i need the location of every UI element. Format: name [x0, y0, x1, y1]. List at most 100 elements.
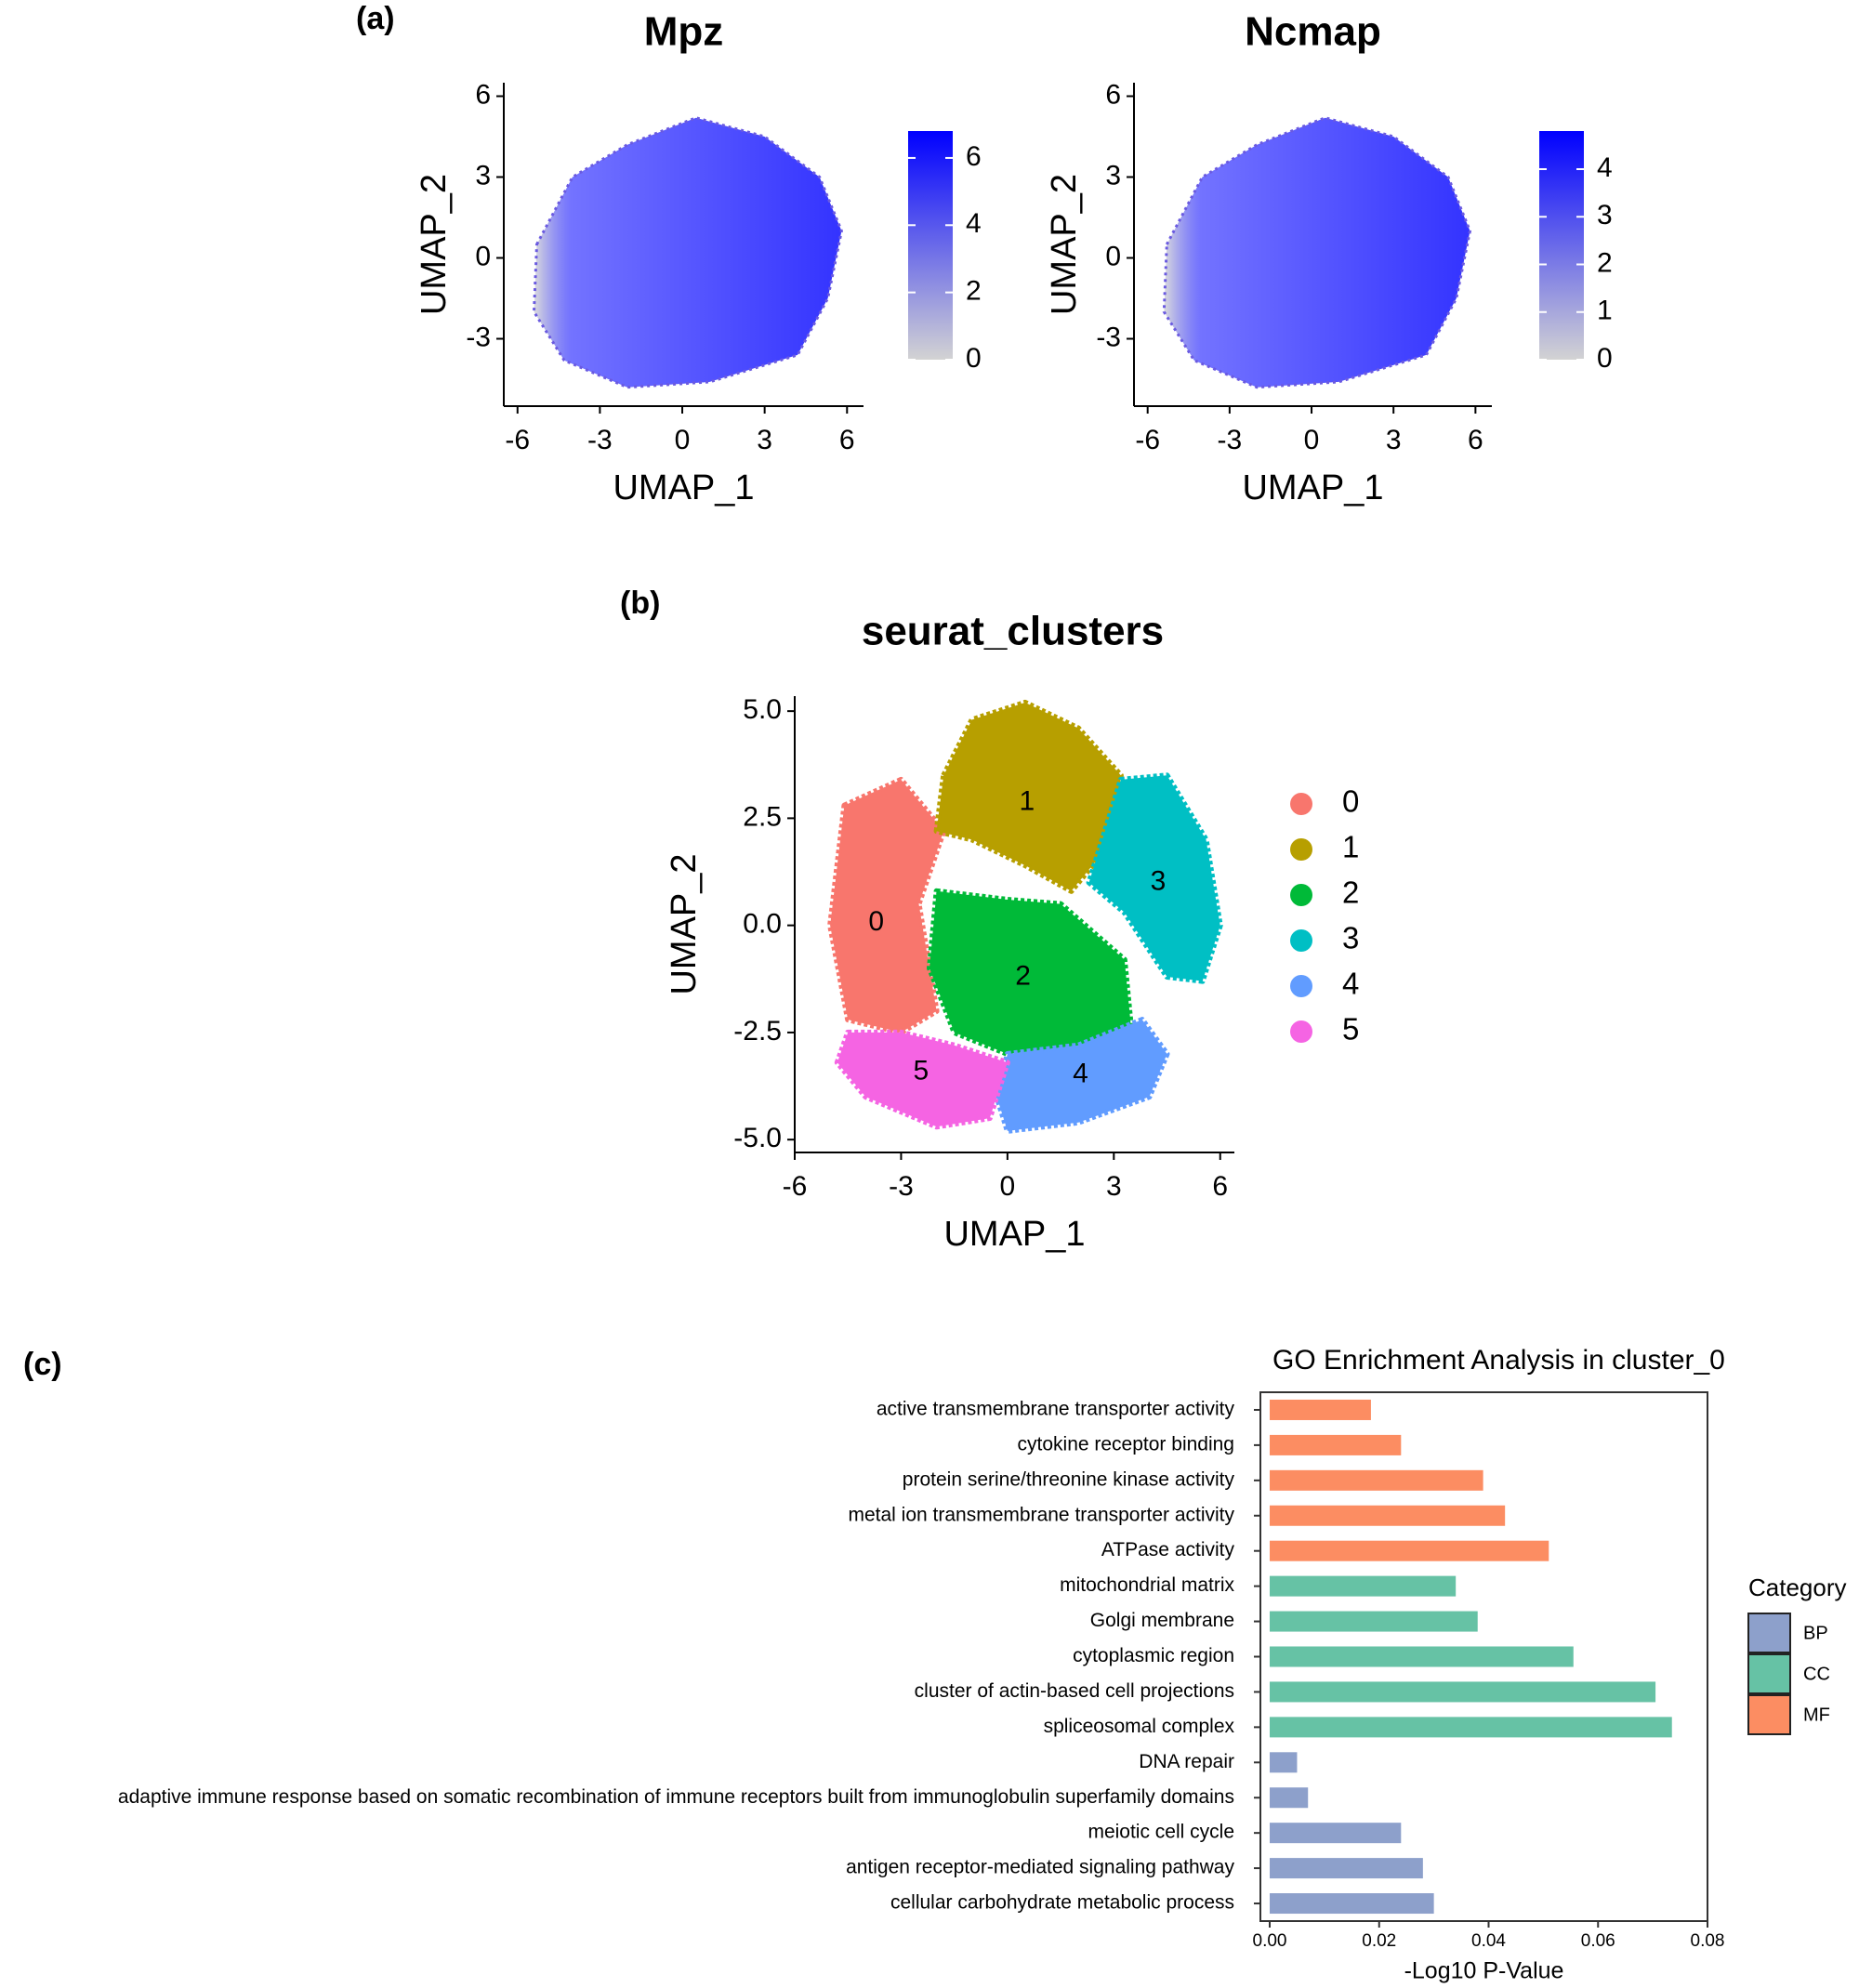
legend-dot	[1290, 929, 1312, 952]
cell-cloud	[532, 116, 843, 389]
cluster-label: 1	[1020, 785, 1035, 816]
bar	[1270, 1717, 1672, 1738]
x-axis-title: UMAP_1	[1242, 468, 1383, 507]
x-tick-label: 3	[1106, 1171, 1122, 1202]
colorbar-label: 3	[1597, 200, 1613, 230]
y-tick-label: adaptive immune response based on somati…	[118, 1786, 1234, 1808]
x-tick-label: 6	[1212, 1171, 1228, 1202]
bar	[1270, 1469, 1483, 1491]
x-tick-label: 0.08	[1691, 1931, 1725, 1951]
colorbar-label: 2	[966, 276, 982, 307]
x-axis-title: UMAP_1	[943, 1215, 1085, 1254]
x-tick-label: -6	[505, 425, 530, 455]
x-tick-label: 0.06	[1581, 1931, 1615, 1951]
y-tick-label: 2.5	[743, 801, 782, 832]
x-tick-label: -6	[1135, 425, 1160, 455]
x-tick-label: 0.04	[1471, 1931, 1506, 1951]
x-axis-title: UMAP_1	[613, 468, 754, 507]
bar	[1270, 1858, 1423, 1879]
y-tick-label: 0.0	[743, 909, 782, 940]
legend-dot	[1290, 884, 1312, 906]
y-tick-label: antigen receptor-mediated signaling path…	[846, 1857, 1234, 1878]
y-tick-label: cluster of actin-based cell projections	[915, 1680, 1234, 1702]
x-tick-label: 0.00	[1253, 1931, 1287, 1951]
bar	[1270, 1752, 1298, 1773]
y-tick-label: 0	[475, 241, 491, 271]
x-tick-label: 6	[1468, 425, 1483, 455]
legend-dot	[1290, 1020, 1312, 1043]
cluster-cells	[933, 699, 1124, 894]
bar	[1270, 1399, 1371, 1420]
x-tick-label: 0	[1000, 1171, 1016, 1202]
panel-label: (a)	[356, 1, 395, 36]
colorbar-label: 1	[1597, 296, 1613, 326]
x-tick-label: 0	[1304, 425, 1320, 455]
y-tick-label: 3	[475, 160, 491, 191]
legend-dot	[1290, 793, 1312, 815]
colorbar-label: 0	[1597, 343, 1613, 374]
y-tick-label: DNA repair	[1139, 1751, 1234, 1772]
x-tick-label: 0	[675, 425, 691, 455]
y-tick-label: cellular carbohydrate metabolic process	[890, 1892, 1234, 1914]
legend-label: 4	[1342, 967, 1359, 1001]
bar	[1270, 1646, 1574, 1667]
x-tick-label: 0.02	[1362, 1931, 1396, 1951]
cluster-cells	[827, 776, 947, 1035]
cell-cloud	[1162, 116, 1472, 389]
legend-key	[1747, 1653, 1791, 1694]
bar	[1270, 1893, 1434, 1915]
y-tick-label: ATPase activity	[1101, 1539, 1235, 1560]
cluster-cells	[834, 1029, 1010, 1130]
x-tick-label: 6	[839, 425, 855, 455]
y-tick-label: -5.0	[733, 1123, 782, 1153]
y-tick-label: -2.5	[733, 1016, 782, 1047]
y-tick-label: 0	[1105, 241, 1121, 271]
y-tick-label: meiotic cell cycle	[1088, 1822, 1234, 1843]
colorbar-label: 4	[966, 208, 982, 239]
y-tick-label: spliceosomal complex	[1044, 1716, 1235, 1737]
x-axis-title: -Log10 P-Value	[1404, 1958, 1564, 1984]
y-tick-label: 6	[475, 79, 491, 110]
cluster-label: 0	[868, 906, 884, 937]
x-tick-label: -3	[587, 425, 613, 455]
y-tick-label: metal ion transmembrane transporter acti…	[849, 1504, 1235, 1525]
legend-label: MF	[1803, 1705, 1830, 1725]
legend-label: BP	[1803, 1623, 1828, 1643]
colorbar-label: 2	[1597, 247, 1613, 278]
bar	[1270, 1540, 1549, 1561]
y-axis-title: UMAP_2	[1045, 174, 1084, 315]
x-tick-label: 3	[757, 425, 772, 455]
x-tick-label: 3	[1386, 425, 1402, 455]
plot-title: GO Enrichment Analysis in cluster_0	[1272, 1345, 1725, 1376]
y-tick-label: 5.0	[743, 694, 782, 725]
legend-label: CC	[1803, 1664, 1830, 1684]
colorbar-label: 4	[1597, 152, 1613, 183]
colorbar-label: 0	[966, 343, 982, 374]
bar	[1270, 1505, 1506, 1526]
x-tick-label: -3	[889, 1171, 914, 1202]
plot-title: Ncmap	[1245, 9, 1381, 55]
x-tick-label: -3	[1218, 425, 1243, 455]
y-tick-label: -3	[1096, 322, 1121, 352]
y-tick-label: 6	[1105, 79, 1121, 110]
legend-key	[1747, 1613, 1791, 1653]
cluster-label: 2	[1015, 960, 1031, 991]
bar	[1270, 1611, 1478, 1632]
legend-title: Category	[1748, 1573, 1847, 1601]
y-tick-label: -3	[466, 322, 491, 352]
cluster-cells	[1086, 772, 1223, 984]
legend-dot	[1290, 838, 1312, 861]
y-tick-label: 3	[1105, 160, 1121, 191]
bar	[1270, 1681, 1656, 1703]
cluster-label: 5	[913, 1056, 929, 1086]
legend-label: 0	[1342, 784, 1359, 819]
plot-title: Mpz	[644, 9, 724, 55]
cluster-label: 4	[1073, 1058, 1088, 1088]
y-tick-label: cytokine receptor binding	[1018, 1433, 1234, 1455]
y-tick-label: protein serine/threonine kinase activity	[903, 1468, 1235, 1490]
bar	[1270, 1823, 1402, 1844]
colorbar-label: 6	[966, 141, 982, 172]
legend-dot	[1290, 975, 1312, 997]
legend-label: 5	[1342, 1012, 1359, 1047]
